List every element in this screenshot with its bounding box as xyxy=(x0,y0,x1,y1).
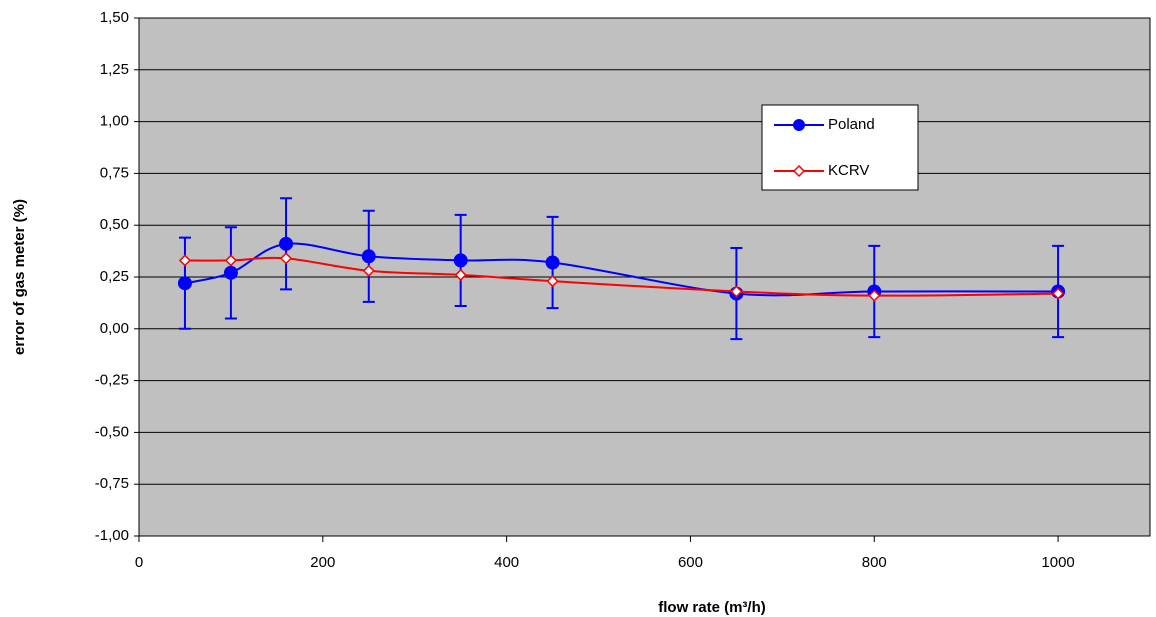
y-tick-label: 0,00 xyxy=(100,320,129,337)
x-axis-label: flow rate (m³/h) xyxy=(658,599,766,616)
marker xyxy=(361,249,376,264)
marker xyxy=(1052,287,1065,300)
y-tick-label: 1,00 xyxy=(100,113,129,130)
marker xyxy=(279,252,293,265)
legend-marker xyxy=(793,119,805,131)
marker xyxy=(178,254,192,267)
legend-marker xyxy=(792,164,806,178)
y-tick-label: 0,50 xyxy=(100,216,129,233)
marker xyxy=(730,285,743,298)
x-tick-label: 400 xyxy=(494,554,519,571)
x-tick-label: 1000 xyxy=(1041,554,1074,571)
x-tick-label: 0 xyxy=(135,554,143,571)
marker xyxy=(453,253,468,268)
marker xyxy=(546,275,559,288)
legend-box xyxy=(761,104,919,191)
legend-label: Poland xyxy=(828,116,875,133)
y-tick-label: -0,25 xyxy=(95,372,129,389)
marker xyxy=(224,254,237,267)
plot-border xyxy=(138,17,1151,537)
x-tick-label: 800 xyxy=(862,554,887,571)
y-tick-label: 1,25 xyxy=(100,61,129,78)
y-tick-label: -0,50 xyxy=(95,423,129,440)
legend-label: KCRV xyxy=(828,162,869,179)
y-tick-label: -1,00 xyxy=(95,527,129,544)
marker xyxy=(177,276,192,291)
marker xyxy=(454,268,467,281)
marker xyxy=(362,264,375,277)
y-tick-label: 0,75 xyxy=(100,164,129,181)
marker xyxy=(279,236,294,251)
legend: Poland KCRV xyxy=(761,104,919,191)
y-tick-label: 1,50 xyxy=(100,9,129,26)
y-axis-label: error of gas meter (%) xyxy=(11,199,28,355)
marker xyxy=(868,289,881,302)
marker xyxy=(545,255,560,270)
x-tick-label: 200 xyxy=(310,554,335,571)
y-tick-label: -0,75 xyxy=(95,475,129,492)
x-tick-label: 600 xyxy=(678,554,703,571)
marker xyxy=(223,265,238,280)
y-tick-label: 0,25 xyxy=(100,268,129,285)
